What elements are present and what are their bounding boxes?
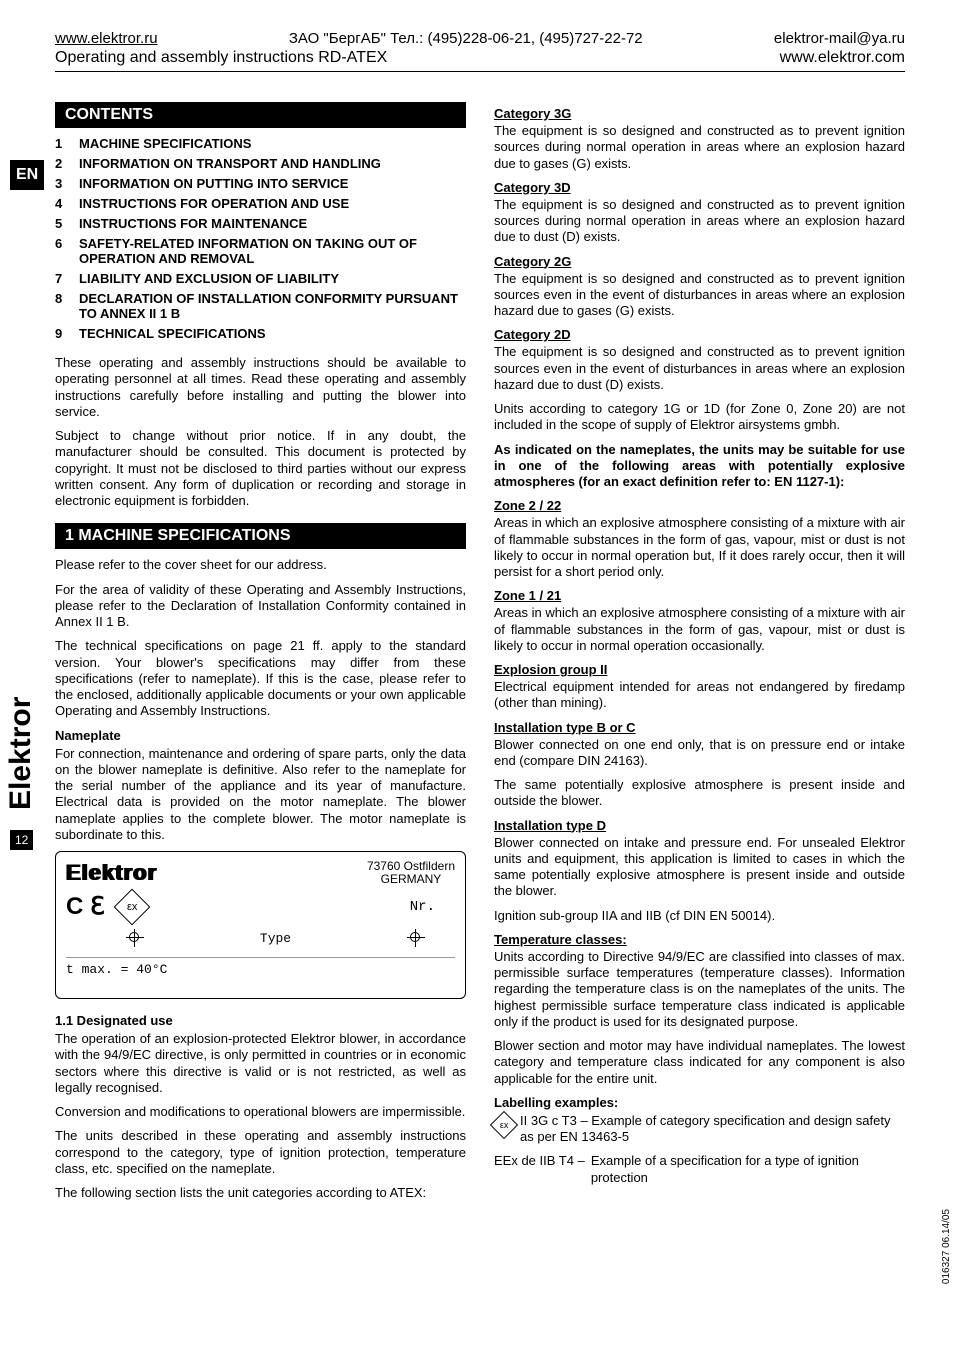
ex-icon: εx [490,1111,518,1139]
labelling-heading: Labelling examples: [494,1095,905,1110]
nameplate-type: Type [260,931,291,946]
body-text: Please refer to the cover sheet for our … [55,557,466,573]
ex-icon: εx [113,888,150,925]
lang-badge: EN [10,160,44,190]
doc-number: 016327 06.14/05 [941,1209,952,1284]
label-text: II 3G c T3 – Example of category specifi… [520,1113,905,1146]
brand-sidebar: Elektror [4,697,38,810]
zone-heading: Zone 1 / 21 [494,588,905,603]
body-text: Electrical equipment intended for areas … [494,679,905,712]
page-number: 12 [10,830,33,850]
body-text: Blower section and motor may have indivi… [494,1038,905,1087]
designated-use-heading: 1.1 Designated use [55,1013,466,1028]
ce-icon: C ℇ [66,892,105,921]
label-example-1: εx II 3G c T3 – Example of category spec… [494,1113,905,1146]
explosion-group-heading: Explosion group II [494,662,905,677]
body-text: For connection, maintenance and ordering… [55,746,466,844]
body-text: Units according to Directive 94/9/EC are… [494,949,905,1030]
body-text: Conversion and modifications to operatio… [55,1104,466,1120]
label-text: Example of a specification for a type of… [591,1153,905,1186]
toc-item: 8DECLARATION OF INSTALLATION CONFORMITY … [55,291,466,321]
body-text: The units described in these operating a… [55,1128,466,1177]
body-text: The technical specifications on page 21 … [55,638,466,719]
temp-class-heading: Temperature classes: [494,932,905,947]
body-text: The equipment is so designed and constru… [494,271,905,320]
contents-heading: CONTENTS [55,102,466,128]
toc-item: 2INFORMATION ON TRANSPORT AND HANDLING [55,156,466,171]
header-email: elektror-mail@ya.ru [774,30,905,47]
label-example-2: EEx de IIB T4 – Example of a specificati… [494,1153,905,1186]
nameplate-diagram: Elektror 73760 Ostfildern GERMANY C ℇ εx… [55,851,466,999]
body-text: Blower connected on one end only, that i… [494,737,905,770]
category-heading: Category 3D [494,180,905,195]
header-url-com: www.elektror.com [780,49,905,67]
nameplate-addr2: GERMANY [367,873,455,886]
section-1-heading: 1 MACHINE SPECIFICATIONS [55,523,466,549]
body-text: The equipment is so designed and constru… [494,197,905,246]
body-text: The equipment is so designed and constru… [494,344,905,393]
crosshair-icon [407,929,425,947]
installation-heading: Installation type D [494,818,905,833]
body-text: Ignition sub-group IIA and IIB (cf DIN E… [494,908,905,924]
body-text: Units according to category 1G or 1D (fo… [494,401,905,434]
body-text: The operation of an explosion-protected … [55,1031,466,1096]
category-heading: Category 2D [494,327,905,342]
crosshair-icon [126,929,144,947]
nameplate-tmax: t max. = 40°C [66,957,455,977]
nameplate-nr: Nr. [410,899,435,915]
toc-item: 9TECHNICAL SPECIFICATIONS [55,326,466,341]
body-text: For the area of validity of these Operat… [55,582,466,631]
toc-item: 4INSTRUCTIONS FOR OPERATION AND USE [55,196,466,211]
body-text: Areas in which an explosive atmosphere c… [494,605,905,654]
toc-item: 3INFORMATION ON PUTTING INTO SERVICE [55,176,466,191]
category-heading: Category 3G [494,106,905,121]
contents-list: 1MACHINE SPECIFICATIONS 2INFORMATION ON … [55,136,466,341]
nameplate-heading: Nameplate [55,728,466,743]
toc-item: 5INSTRUCTIONS FOR MAINTENANCE [55,216,466,231]
intro-paragraph: These operating and assembly instruction… [55,355,466,420]
installation-heading: Installation type B or C [494,720,905,735]
body-text: The equipment is so designed and constru… [494,123,905,172]
body-text: Areas in which an explosive atmosphere c… [494,515,905,580]
header-title: Operating and assembly instructions RD-A… [55,49,387,67]
page-header: www.elektror.ru ЗАО "БергАБ" Тел.: (495)… [55,30,905,72]
body-text: Blower connected on intake and pressure … [494,835,905,900]
intro-paragraph: Subject to change without prior notice. … [55,428,466,509]
body-text: The following section lists the unit cat… [55,1185,466,1201]
body-text: The same potentially explosive atmospher… [494,777,905,810]
header-url-ru: www.elektror.ru [55,30,158,47]
right-column: Category 3G The equipment is so designed… [494,102,905,1209]
left-column: CONTENTS 1MACHINE SPECIFICATIONS 2INFORM… [55,102,466,1209]
toc-item: 6SAFETY-RELATED INFORMATION ON TAKING OU… [55,236,466,266]
label-text: EEx de IIB T4 – [494,1153,585,1186]
indicated-text: As indicated on the nameplates, the unit… [494,442,905,491]
zone-heading: Zone 2 / 22 [494,498,905,513]
header-company: ЗАО "БергАБ" Тел.: (495)228-06-21, (495)… [289,30,643,47]
toc-item: 7LIABILITY AND EXCLUSION OF LIABILITY [55,271,466,286]
page-content: www.elektror.ru ЗАО "БергАБ" Тел.: (495)… [0,0,960,1239]
category-heading: Category 2G [494,254,905,269]
nameplate-logo: Elektror [66,860,157,886]
toc-item: 1MACHINE SPECIFICATIONS [55,136,466,151]
